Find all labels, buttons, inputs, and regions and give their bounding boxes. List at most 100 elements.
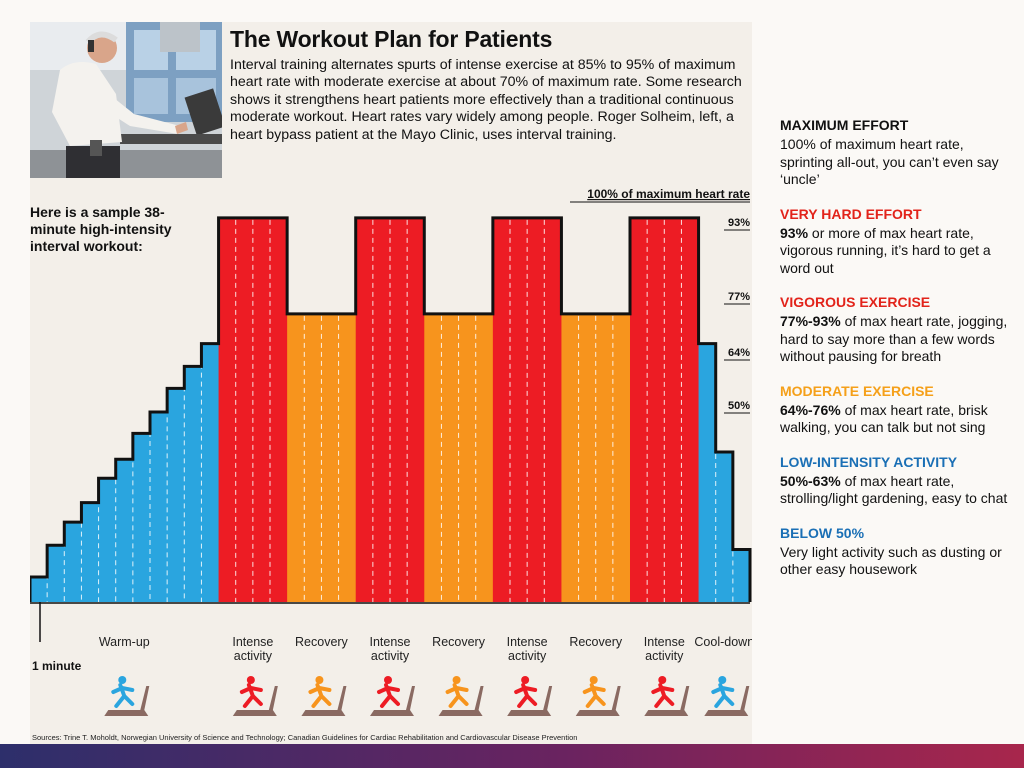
bar-minute [664, 217, 682, 602]
bar-minute [715, 452, 734, 602]
treadmill-post [140, 686, 150, 710]
segment-label: Intense activity [369, 635, 410, 663]
legend-description: 93% or more of max heart rate, vigorous … [780, 225, 1010, 278]
runner-body [582, 683, 606, 708]
treadmill-base [644, 710, 689, 716]
treadmill-post [268, 686, 278, 710]
treadmill-runner-icon [438, 676, 484, 716]
bar-minute [270, 217, 288, 602]
workout-outline [30, 216, 752, 602]
legend-heading: VERY HARD EFFORT [780, 205, 922, 222]
legend-description: Very light activity such as dusting or o… [780, 544, 1010, 579]
treadmill-runner-icon [507, 676, 553, 716]
runner-head [521, 676, 530, 684]
treadmill-base [301, 710, 346, 716]
title-block: The Workout Plan for Patients Interval t… [230, 26, 750, 144]
one-minute-label: 1 minute [32, 659, 82, 673]
legend-heading: MAXIMUM EFFORT [780, 117, 909, 133]
segment-label: Intense activity [507, 635, 548, 663]
runner-body [308, 683, 332, 708]
treadmill-runner-icon [704, 676, 750, 716]
bar-minute [115, 459, 134, 602]
runner-body [445, 683, 469, 708]
bar-minute [287, 313, 305, 602]
runner-head [658, 676, 667, 684]
runner-body [514, 683, 538, 708]
sample-workout-label: Here is a sample 38-minute high-intensit… [30, 204, 172, 254]
bar-minute [304, 313, 322, 602]
bar-minute [98, 478, 117, 602]
runner-body [711, 683, 735, 708]
treadmill-base [507, 710, 552, 716]
legend-description: 100% of maximum heart rate, sprinting al… [780, 136, 1010, 189]
bar-minute [218, 217, 237, 602]
segment-label: Recovery [569, 635, 623, 649]
runner-head [589, 676, 598, 684]
treadmill-runner-icon [301, 676, 347, 716]
patient-treadmill-photo [30, 22, 222, 178]
segment-label: Recovery [432, 635, 486, 649]
runner-head [384, 676, 392, 684]
legend-range: 64%-76% [780, 401, 841, 418]
bar-minute [544, 217, 562, 602]
interval-workout-chart: Warm-up Intense activity Recovery Intense act… [30, 187, 752, 716]
max-heart-rate-label: 100% of maximum heart rate [587, 187, 750, 201]
runner-head [718, 676, 727, 684]
segment-label: Intense activity [644, 635, 685, 663]
bar-minute [424, 313, 442, 602]
bar-minute [681, 217, 699, 602]
bar-minute [732, 549, 751, 602]
intensity-legend: MAXIMUM EFFORT 100% of maximum heart rate… [780, 116, 1010, 595]
legend-description-text: of max heart rate, strolling/light garde… [780, 472, 1008, 507]
bar-minute [81, 502, 99, 602]
treadmill-runner-icon [104, 676, 150, 716]
legend-item: MAXIMUM EFFORT 100% of maximum heart rate… [780, 116, 1010, 189]
legend-item: BELOW 50% Very light activity such as dus… [780, 524, 1010, 579]
bar-minute [167, 388, 185, 602]
legend-heading: BELOW 50% [780, 524, 865, 541]
y-tick-label: 50% [728, 400, 750, 412]
treadmill-runner-icon [370, 676, 415, 716]
treadmill-base [575, 710, 620, 716]
bar-minute [47, 545, 65, 602]
bar-minute [561, 313, 579, 602]
segment-label: Intense activity [232, 635, 273, 663]
infographic-panel: The Workout Plan for Patients Interval t… [30, 22, 752, 744]
bar-minute [612, 313, 631, 602]
treadmill-base [104, 710, 149, 716]
bar-minute [441, 313, 459, 602]
treadmill-post [406, 686, 415, 710]
treadmill-post [543, 686, 553, 710]
legend-item: VERY HARD EFFORT 93% or more of max heart… [780, 205, 1010, 278]
treadmill-post [474, 686, 484, 710]
treadmill-post [337, 686, 347, 710]
bar-minute [252, 217, 271, 602]
legend-item: MODERATE EXERCISE 64%-76% of max heart ra… [780, 382, 1010, 437]
bar-minute [372, 217, 391, 602]
legend-description-text: of max heart rate, jogging, hard to say … [780, 313, 1008, 364]
runner-head [246, 676, 255, 684]
treadmill-base [438, 710, 483, 716]
legend-item: VIGOROUS EXERCISE 77%-93% of max heart ra… [780, 293, 1010, 366]
bar-minute [184, 366, 202, 602]
legend-description-text: or more of max heart rate, vigorous runn… [780, 224, 991, 276]
bar-minute [578, 313, 597, 602]
bar-minute [235, 217, 254, 602]
segment-label: Cool-down [694, 635, 752, 649]
bottom-color-band [0, 744, 1024, 768]
runner-body [111, 683, 135, 708]
bar-minute [150, 412, 168, 602]
runner-head [315, 676, 324, 684]
bar-minute [407, 217, 425, 602]
legend-heading: LOW-INTENSITY ACTIVITY [780, 453, 958, 470]
treadmill-runner-icon [644, 676, 690, 716]
bar-minute [475, 313, 494, 602]
legend-description: 77%-93% of max heart rate, jogging, hard… [780, 313, 1010, 366]
bar-minute [201, 343, 219, 602]
y-tick-label: 64% [728, 347, 750, 359]
bar-minute [132, 433, 151, 602]
sources-note: Sources: Trine T. Moholdt, Norwegian Uni… [32, 733, 578, 742]
treadmill-base [232, 710, 277, 716]
runner-body [377, 683, 400, 708]
bar-minute [510, 217, 528, 602]
